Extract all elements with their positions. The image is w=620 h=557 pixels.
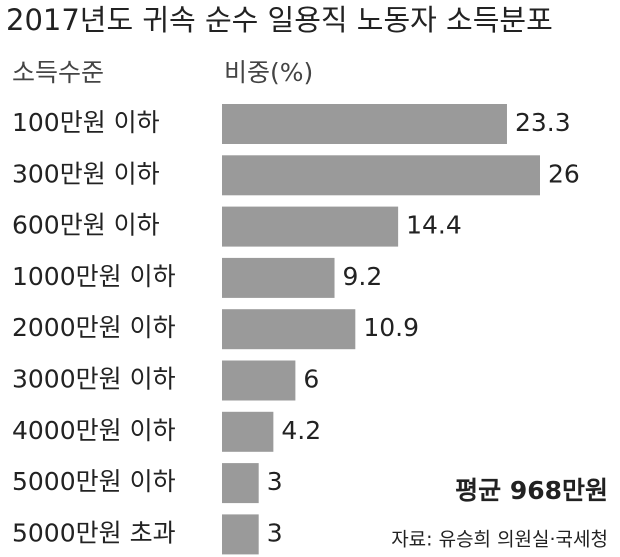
bar (222, 411, 274, 452)
bar (222, 514, 259, 555)
category-label: 5000만원 이하 (12, 467, 176, 496)
value-label: 3 (267, 467, 283, 496)
value-label: 14.4 (406, 211, 462, 240)
category-label: 100만원 이하 (12, 108, 160, 137)
bar (222, 257, 335, 298)
bar (222, 463, 259, 504)
value-header: 비중(%) (224, 58, 313, 87)
value-label: 6 (303, 365, 319, 394)
annotation: 평균 968만원 (455, 476, 608, 505)
category-label: 2000만원 이하 (12, 313, 176, 342)
category-label: 600만원 이하 (12, 211, 160, 240)
category-label: 3000만원 이하 (12, 365, 176, 394)
bar (222, 309, 356, 350)
value-label: 9.2 (343, 262, 383, 291)
category-label: 300만원 이하 (12, 159, 160, 188)
category-label: 1000만원 이하 (12, 262, 176, 291)
bar (222, 104, 507, 144)
value-label: 4.2 (281, 416, 321, 445)
category-header: 소득수준 (12, 58, 104, 87)
category-label: 5000만원 초과 (12, 518, 176, 547)
bar (222, 360, 296, 401)
value-label: 23.3 (515, 108, 571, 137)
value-label: 26 (548, 159, 580, 188)
bar (222, 206, 399, 247)
source: 자료: 유승희 의원실·국세청 (391, 529, 608, 551)
bar (222, 155, 540, 196)
value-label: 10.9 (363, 313, 419, 342)
category-label: 4000만원 이하 (12, 416, 176, 445)
chart-title: 2017년도 귀속 순수 일용직 노동자 소득분포 (6, 3, 553, 37)
value-label: 3 (267, 518, 283, 547)
